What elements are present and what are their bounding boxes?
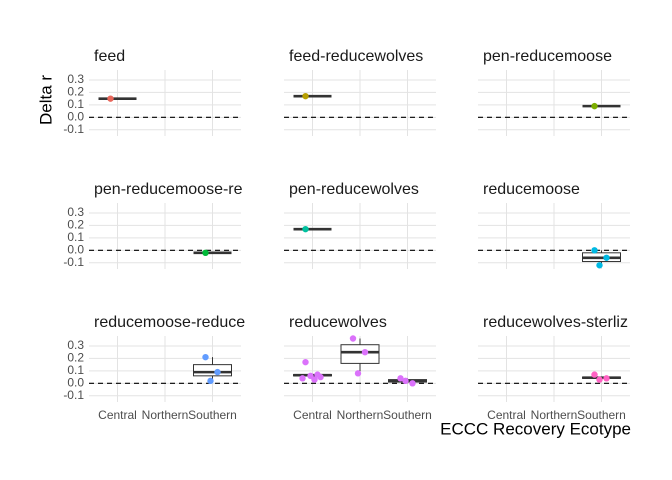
x-tick-label: Southern <box>383 408 432 422</box>
point <box>603 375 610 382</box>
y-tick-label: 0.0 <box>67 375 84 389</box>
x-axis-title: ECCC Recovery Ecotype <box>440 419 631 438</box>
x-tick-label: Southern <box>577 408 626 422</box>
y-tick-label: 0.1 <box>67 363 84 377</box>
box <box>193 364 232 377</box>
point <box>596 376 603 383</box>
point <box>107 95 114 102</box>
y-tick-label: 0.1 <box>67 230 84 244</box>
panel-title: pen-reducewolves <box>289 181 419 198</box>
x-tick-label: Northern <box>337 408 384 422</box>
point <box>202 249 209 257</box>
y-tick-label: -0.1 <box>63 255 84 269</box>
point <box>302 225 309 233</box>
y-tick-label: 0.0 <box>67 242 84 256</box>
point <box>361 348 369 356</box>
x-tick-label: Central <box>293 408 332 422</box>
point <box>603 254 610 261</box>
y-tick-label: 0.1 <box>67 97 84 111</box>
y-tick-label: -0.1 <box>63 122 84 136</box>
point <box>214 368 221 376</box>
y-tick-label: 0.2 <box>67 85 84 99</box>
point <box>397 375 404 382</box>
box <box>340 344 380 364</box>
point <box>207 377 214 385</box>
point <box>307 372 314 380</box>
x-tick-label: Central <box>98 408 137 422</box>
y-tick-label: 0.3 <box>67 205 84 219</box>
panel-title: reducemoose-reduce <box>94 314 245 331</box>
y-axis-title: Delta r <box>36 75 55 125</box>
y-tick-label: 0.2 <box>67 351 84 365</box>
panel-title: feed-reducewolves <box>289 48 423 65</box>
point <box>591 371 598 378</box>
point <box>409 380 416 387</box>
x-tick-label: Central <box>487 408 526 422</box>
point <box>349 335 357 342</box>
panel-title: reducewolves-sterliz <box>483 314 628 331</box>
y-tick-label: 0.3 <box>67 72 84 86</box>
point <box>354 370 362 377</box>
y-tick-label: 0.3 <box>67 338 84 352</box>
x-tick-label: Southern <box>188 408 237 422</box>
panel-title: reducewolves <box>289 314 387 331</box>
point <box>591 247 598 254</box>
panel-title: feed <box>94 48 125 65</box>
y-tick-label: -0.1 <box>63 388 84 402</box>
point <box>299 375 306 382</box>
x-tick-label: Northern <box>531 408 578 422</box>
point <box>311 376 318 383</box>
point <box>302 358 309 366</box>
point <box>591 102 598 110</box>
x-tick-label: Northern <box>142 408 189 422</box>
point <box>202 353 209 361</box>
point <box>317 373 324 381</box>
point <box>402 377 409 385</box>
y-tick-label: 0.0 <box>67 109 84 123</box>
point <box>302 92 309 100</box>
y-tick-label: 0.2 <box>67 218 84 232</box>
panel-title: reducemoose <box>483 181 580 198</box>
panel-title: pen-reducemoose-re <box>94 181 243 198</box>
panel-title: pen-reducemoose <box>483 48 612 65</box>
point <box>596 262 603 269</box>
